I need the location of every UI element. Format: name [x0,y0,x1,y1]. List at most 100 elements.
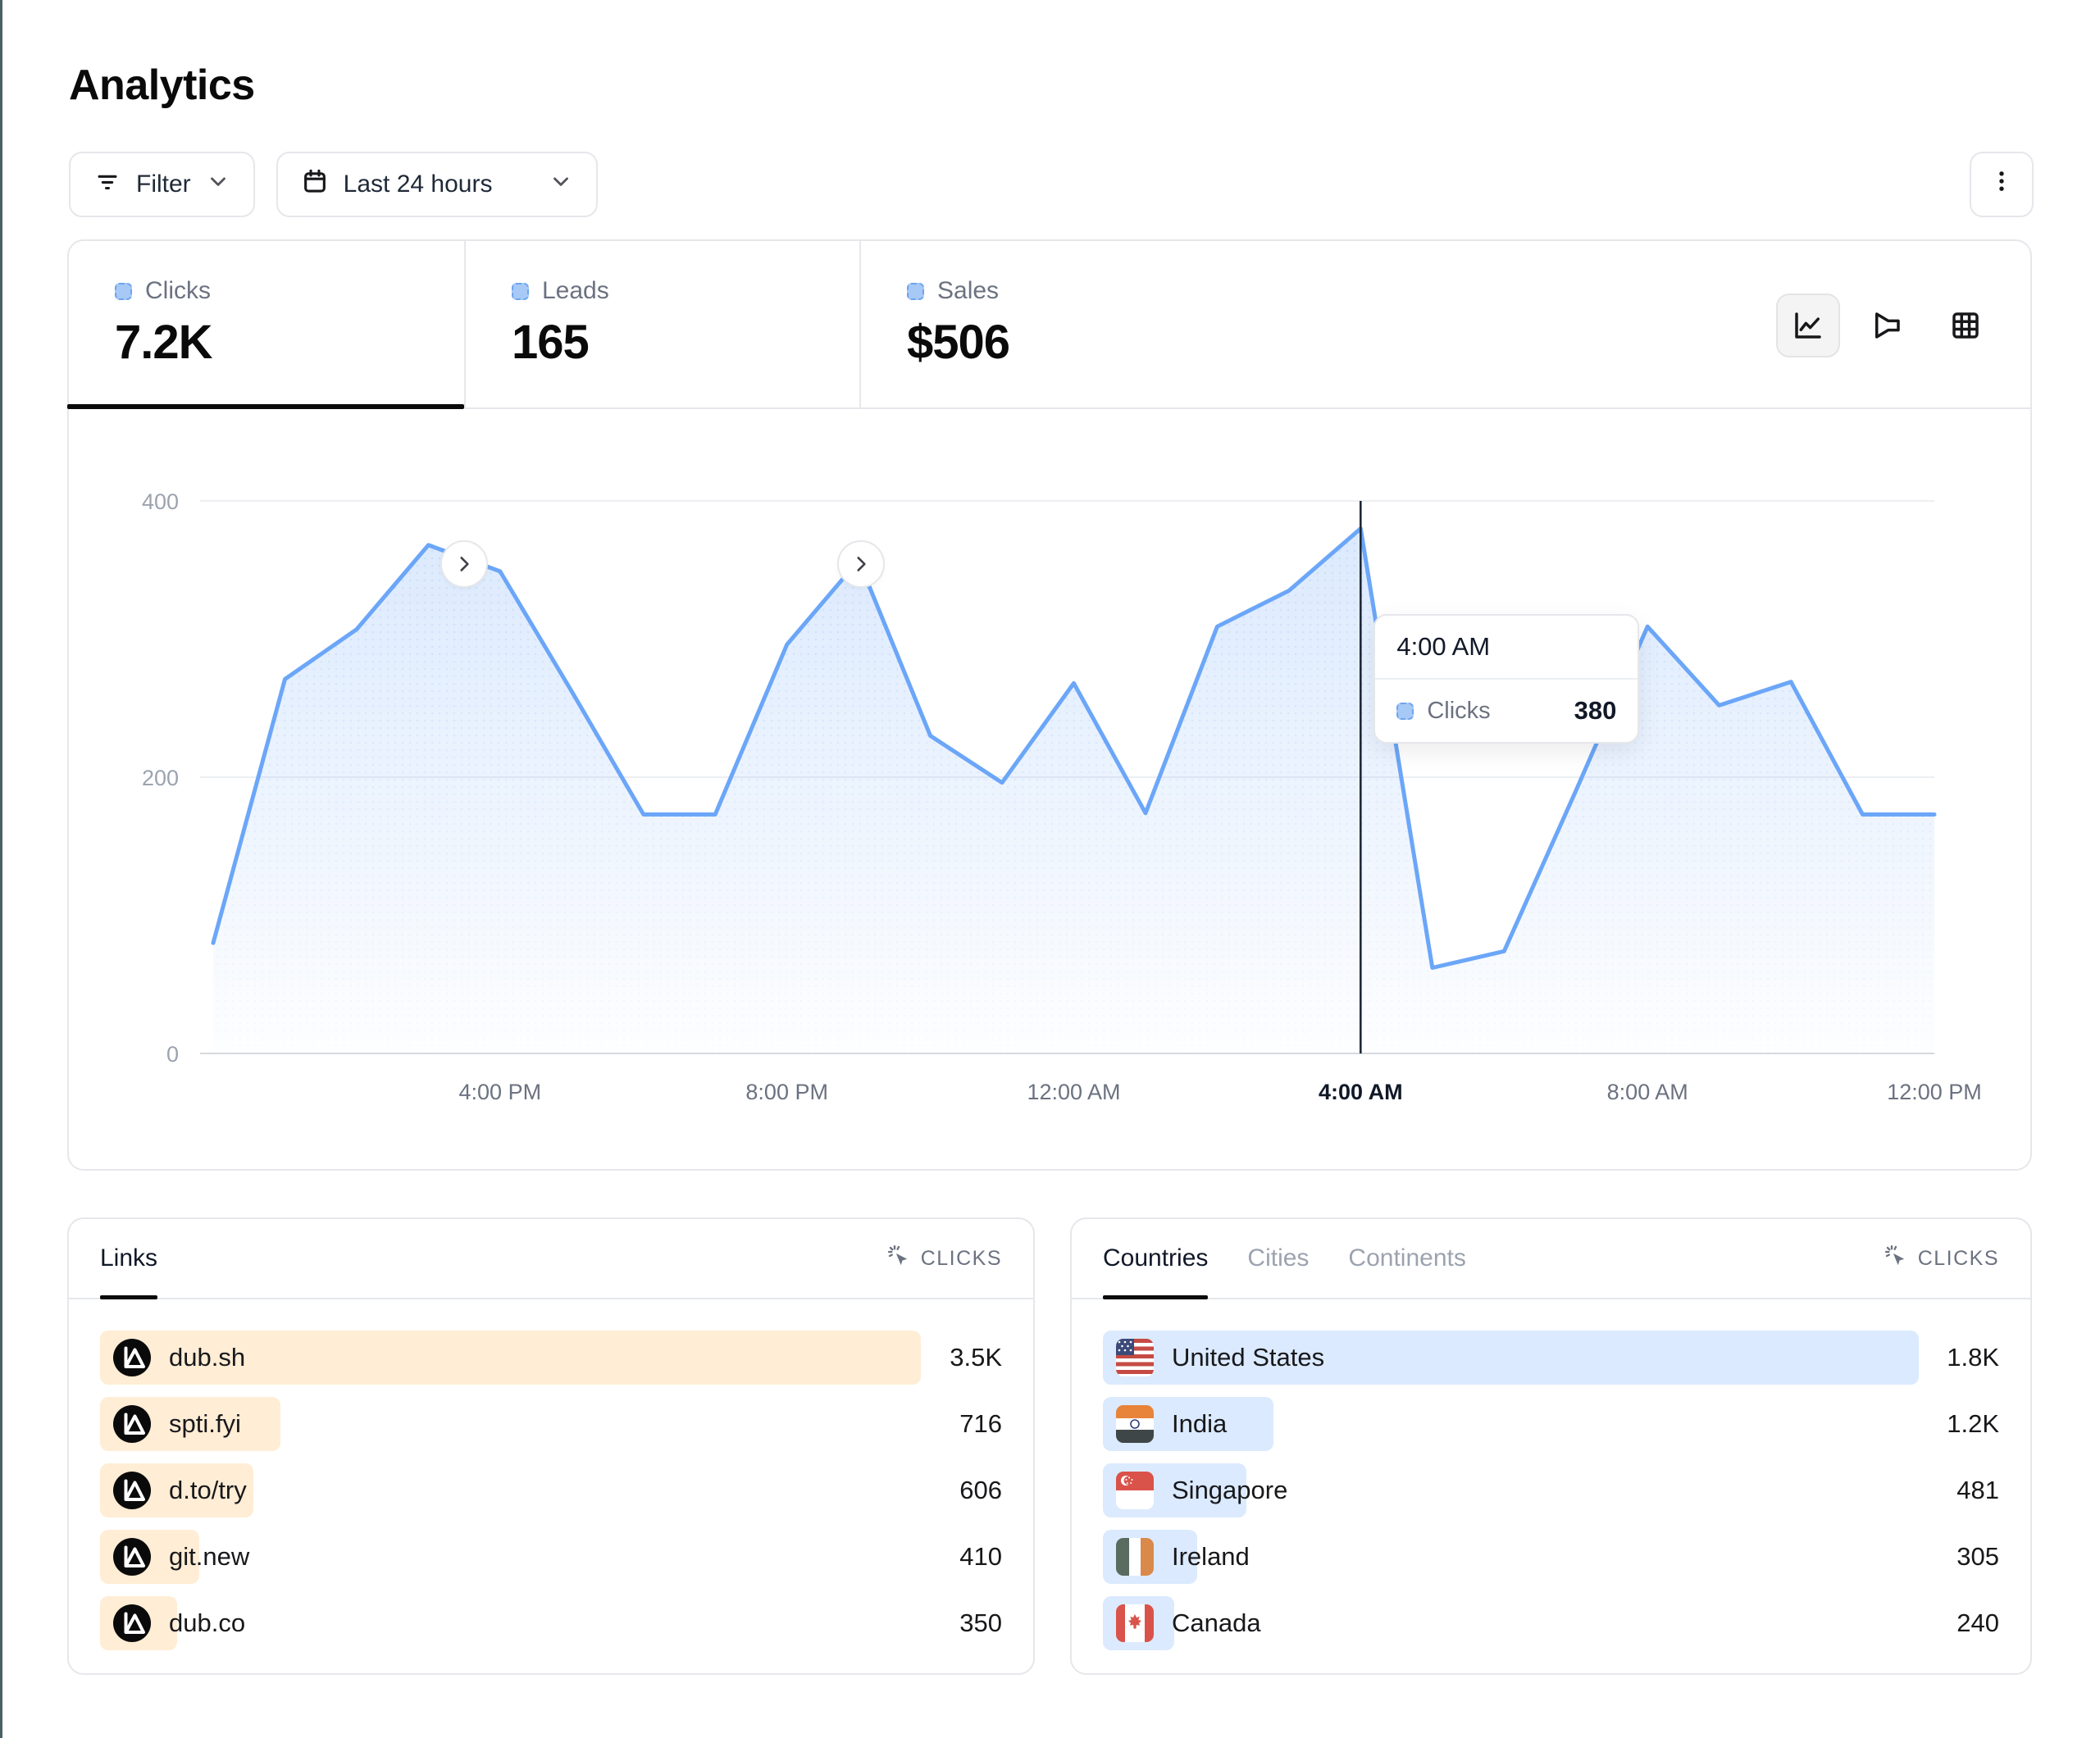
country-row[interactable]: India 1.2K [1103,1397,1999,1451]
link-label: spti.fyi [169,1409,241,1438]
link-value: 350 [959,1608,1002,1637]
country-row[interactable]: Singapore 481 [1103,1463,1999,1517]
links-panel: Links CLICKS dub.sh 3.5K [67,1217,1035,1675]
flag-canada-icon [1116,1604,1154,1642]
country-value: 481 [1957,1476,1999,1504]
country-label: India [1172,1409,1228,1438]
geo-panel-header: Countries Cities Continents CLICKS [1072,1219,2030,1299]
country-label: United States [1172,1343,1325,1372]
geo-panel: Countries Cities Continents CLICKS [1070,1217,2032,1675]
link-label: git.new [169,1542,250,1571]
dub-logo-icon [113,1538,151,1576]
geo-rows: United States 1.8K India 1.2K Singapore … [1072,1299,2030,1650]
leads-tab-label: Leads [542,277,609,304]
clicks-area-texture [213,528,1934,1053]
country-label: Ireland [1172,1542,1250,1571]
link-value: 410 [959,1542,1002,1571]
tab-leads[interactable]: Leads 165 [464,241,859,407]
tab-continents[interactable]: Continents [1348,1219,1465,1298]
stat-step-chevron[interactable] [837,540,885,588]
link-label: dub.sh [169,1343,246,1372]
tooltip-series-name: Clicks [1427,697,1491,724]
clicks-value: 7.2K [115,316,213,369]
chevron-down-icon [206,169,230,200]
x-tick-label: 4:00 PM [459,1080,542,1104]
toolbar: Filter Last 24 hours [69,152,2034,217]
filter-lines-icon [93,167,121,202]
cursor-click-icon [1884,1244,1908,1274]
links-metric-header[interactable]: CLICKS [886,1244,1002,1274]
table-grid-icon-button[interactable] [1934,293,1998,357]
filter-button[interactable]: Filter [69,152,255,217]
more-menu-button[interactable] [1970,152,2034,217]
link-row[interactable]: spti.fyi 716 [100,1397,1002,1451]
dub-logo-icon [113,1472,151,1509]
country-label: Canada [1172,1608,1261,1637]
sales-legend-swatch [907,282,924,300]
tab-countries[interactable]: Countries [1103,1219,1209,1299]
clicks-chart-svg[interactable]: 400 200 0 4:00 PM 8:00 PM 12:00 AM 4:00 AM 8:00… [69,409,2030,1171]
stat-step-chevron[interactable] [440,540,488,588]
sales-tab-label: Sales [937,277,1000,304]
flag-ireland-icon [1116,1538,1154,1576]
tooltip-clicks-swatch [1396,702,1414,720]
leads-legend-swatch [512,282,529,300]
link-row[interactable]: dub.co 350 [100,1596,1002,1650]
countries-tab-label: Countries [1103,1244,1209,1272]
links-panel-header: Links CLICKS [69,1219,1033,1299]
link-value: 716 [959,1409,1002,1438]
country-value: 1.8K [1947,1343,1999,1372]
chevron-down-icon [549,169,573,200]
links-tab-label: Links [100,1244,158,1272]
tab-links[interactable]: Links [100,1219,158,1299]
page-title: Analytics [69,61,255,109]
funnel-chart-icon-button[interactable] [1855,293,1919,357]
clicks-tab-label: Clicks [145,277,211,304]
y-tick-label: 400 [142,489,179,514]
flag-india-icon [1116,1405,1154,1443]
x-tick-label: 12:00 PM [1887,1080,1982,1104]
x-tick-label: 12:00 AM [1027,1080,1120,1104]
country-row[interactable]: Canada 240 [1103,1596,1999,1650]
links-metric-label: CLICKS [920,1246,1002,1270]
y-tick-label: 0 [166,1042,179,1067]
link-value: 606 [959,1476,1002,1504]
country-row[interactable]: Ireland 305 [1103,1530,1999,1584]
link-value: 3.5K [950,1343,1002,1372]
y-tick-label: 200 [142,766,179,790]
link-row[interactable]: git.new 410 [100,1530,1002,1584]
analytics-chart-card: Clicks 7.2K Leads 165 Sales $506 [67,239,2032,1171]
clicks-time-series-chart[interactable]: 400 200 0 4:00 PM 8:00 PM 12:00 AM 4:00 AM 8:00… [69,409,2030,1171]
tooltip-series-value: 380 [1574,696,1617,725]
link-label: dub.co [169,1608,246,1637]
tab-sales[interactable]: Sales $506 [859,241,1255,407]
tooltip-time: 4:00 AM [1375,616,1638,680]
country-value: 305 [1957,1542,1999,1571]
flag-singapore-icon [1116,1472,1154,1509]
country-row[interactable]: United States 1.8K [1103,1331,1999,1385]
continents-tab-label: Continents [1348,1244,1466,1272]
dub-logo-icon [113,1405,151,1443]
tab-cities[interactable]: Cities [1247,1219,1309,1298]
filter-button-label: Filter [136,171,191,198]
stat-tabs: Clicks 7.2K Leads 165 Sales $506 [67,241,2030,409]
leads-value: 165 [512,316,590,369]
calendar-icon [301,167,329,202]
cursor-click-icon [886,1244,911,1274]
bar [1103,1331,1919,1385]
date-range-button[interactable]: Last 24 hours [276,152,598,217]
date-range-label: Last 24 hours [343,171,493,198]
link-row[interactable]: dub.sh 3.5K [100,1331,1002,1385]
line-chart-icon-button[interactable] [1776,293,1840,357]
link-row[interactable]: d.to/try 606 [100,1463,1002,1517]
chart-tooltip: 4:00 AM Clicks 380 [1373,614,1640,744]
x-tick-label: 8:00 PM [745,1080,828,1104]
sales-value: $506 [907,316,1010,369]
country-label: Singapore [1172,1476,1288,1504]
cities-tab-label: Cities [1247,1244,1310,1272]
link-label: d.to/try [169,1476,247,1504]
geo-metric-header[interactable]: CLICKS [1884,1244,1999,1274]
tab-clicks[interactable]: Clicks 7.2K [67,241,464,409]
clicks-legend-swatch [115,282,132,300]
